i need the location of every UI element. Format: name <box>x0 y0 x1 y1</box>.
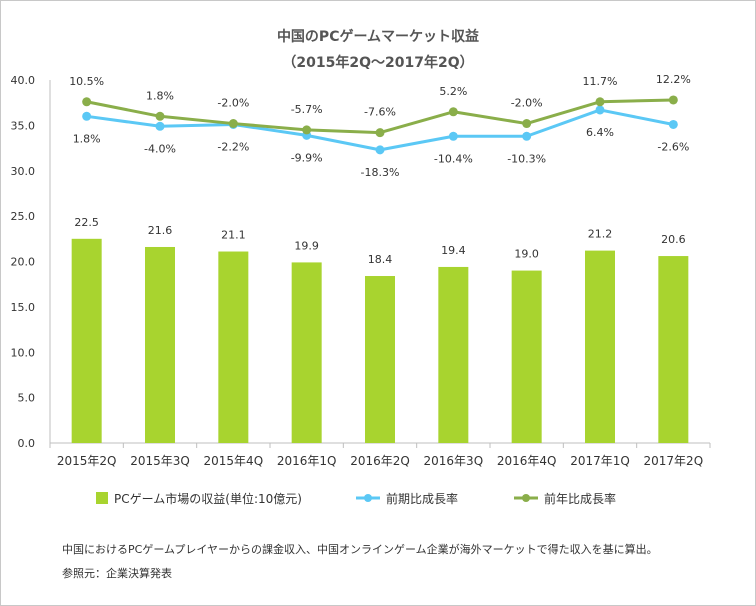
line-data-label: -10.4% <box>434 152 473 165</box>
bar-data-label: 19.4 <box>441 244 466 257</box>
bar-data-label: 21.2 <box>588 228 613 241</box>
series-point <box>375 128 385 138</box>
x-tick-label: 2017年2Q <box>644 454 704 468</box>
x-tick-label: 2017年1Q <box>570 454 630 468</box>
y-tick-label: 10.0 <box>11 346 36 359</box>
bar <box>438 266 469 443</box>
bar-data-label: 20.6 <box>661 233 686 246</box>
x-tick-label: 2016年1Q <box>277 454 337 468</box>
line-data-label: -5.7% <box>291 103 323 116</box>
chart-title: 中国のPCゲームマーケット収益 <box>276 29 480 45</box>
line-data-label: -4.0% <box>144 142 176 155</box>
series-point <box>448 131 458 141</box>
bar <box>218 251 249 443</box>
legend-item-yoy: 前年比成長率 <box>514 490 616 506</box>
y-tick-label: 20.0 <box>11 256 36 269</box>
bar-data-label: 21.6 <box>148 224 173 237</box>
note-description: 中国におけるPCゲームプレイヤーからの課金収入、中国オンラインゲーム企業が海外マ… <box>62 543 658 556</box>
series-point <box>668 119 678 129</box>
series-point <box>302 125 312 135</box>
y-tick-label: 0.0 <box>18 437 36 450</box>
series-point <box>522 131 532 141</box>
legend-item-revenue: PCゲーム市場の収益(単位:10億元) <box>96 490 302 506</box>
line-data-label: -9.9% <box>291 151 323 164</box>
bar <box>291 262 322 443</box>
x-tick-label: 2016年2Q <box>350 454 410 468</box>
legend-swatch-line-qoq <box>356 494 380 502</box>
bar <box>145 246 175 443</box>
legend-label-revenue: PCゲーム市場の収益(単位:10億元) <box>114 491 302 506</box>
x-tick-label: 2015年2Q <box>57 454 117 468</box>
x-tick-label: 2016年3Q <box>424 454 484 468</box>
line-data-label: -18.3% <box>361 166 400 179</box>
series-point <box>155 111 165 121</box>
x-tick-label: 2016年4Q <box>497 454 557 468</box>
legend-label-yoy: 前年比成長率 <box>544 491 617 506</box>
bar <box>658 256 689 443</box>
line-data-label: 12.2% <box>656 73 691 86</box>
bar <box>585 250 615 443</box>
series-point <box>82 97 92 107</box>
y-tick-label: 30.0 <box>11 165 36 178</box>
line-data-label: 1.8% <box>73 132 101 145</box>
bar-data-label: 21.1 <box>221 229 246 242</box>
y-tick-label: 25.0 <box>11 210 36 223</box>
legend-swatch-line-yoy <box>514 494 538 502</box>
series-point <box>82 111 92 121</box>
series-point <box>375 145 385 155</box>
line-data-label: -2.0% <box>217 97 249 110</box>
series-point <box>448 107 458 117</box>
legend-item-qoq: 前期比成長率 <box>356 490 458 506</box>
note-source: 参照元：企業決算発表 <box>62 567 172 580</box>
series-point <box>228 119 238 129</box>
y-tick-label: 5.0 <box>18 392 36 405</box>
bar-data-label: 18.4 <box>368 253 393 266</box>
series-point <box>155 121 165 131</box>
series-point <box>595 105 605 115</box>
bar-data-label: 19.9 <box>294 239 319 252</box>
line-data-label: 1.8% <box>146 89 174 102</box>
bar <box>511 270 542 443</box>
y-tick-label: 40.0 <box>11 74 36 87</box>
bar <box>71 238 102 443</box>
chart-subtitle: （2015年2Q～2017年2Q） <box>282 55 474 71</box>
line-data-label: -10.3% <box>507 152 546 165</box>
line-data-label: 6.4% <box>586 126 614 139</box>
x-tick-label: 2015年3Q <box>130 454 190 468</box>
series-point <box>522 119 532 129</box>
bar-data-label: 19.0 <box>514 248 539 261</box>
bar <box>365 276 395 443</box>
line-data-label: -2.6% <box>657 140 689 153</box>
x-tick-label: 2015年4Q <box>204 454 264 468</box>
line-data-label: 11.7% <box>583 75 618 88</box>
line-data-label: -7.6% <box>364 106 396 119</box>
bar-data-label: 22.5 <box>74 216 99 229</box>
y-tick-label: 35.0 <box>11 119 36 132</box>
line-data-label: 5.2% <box>439 85 467 98</box>
series-point <box>595 97 605 107</box>
legend-swatch-bar <box>96 492 108 504</box>
line-data-label: -2.2% <box>217 140 249 153</box>
series-point <box>668 95 678 105</box>
line-data-label: 10.5% <box>69 75 104 88</box>
y-tick-label: 15.0 <box>11 301 36 314</box>
legend-label-qoq: 前期比成長率 <box>386 491 459 506</box>
line-data-label: -2.0% <box>511 97 543 110</box>
